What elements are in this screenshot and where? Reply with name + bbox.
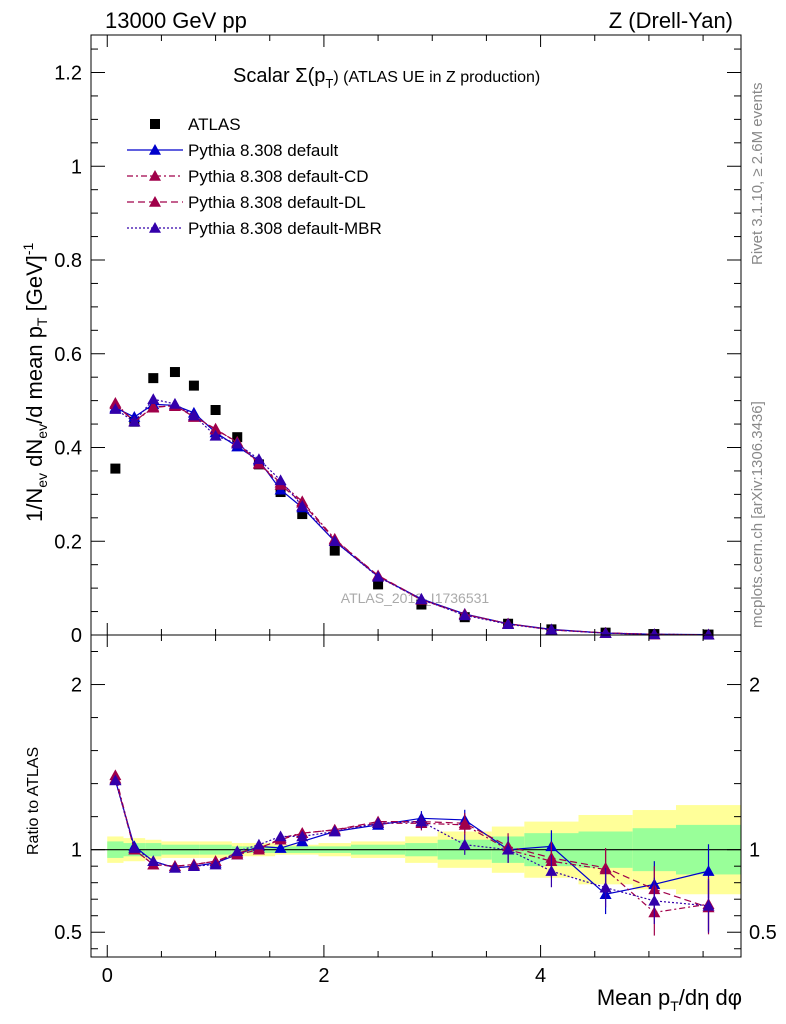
- ratio-y-axis-label: Ratio to ATLAS: [25, 747, 42, 855]
- ratio-point: [415, 815, 428, 827]
- main-series: [109, 367, 715, 640]
- series-point: [328, 535, 341, 547]
- ratio-point: [231, 845, 244, 857]
- series-point: [128, 415, 141, 427]
- series-point: [109, 403, 122, 414]
- ratio-point: [648, 894, 661, 906]
- svg-text:Scalar Σ(pT) (ATLAS UE in Z pr: Scalar Σ(pT) (ATLAS UE in Z production): [233, 65, 540, 91]
- ratio-point: [702, 899, 715, 911]
- ratio-point: [252, 838, 265, 850]
- ratio-series: [109, 769, 715, 936]
- atlas-point: [210, 405, 221, 415]
- x-axis-label: Mean pT/dη dφ: [597, 985, 742, 1014]
- svg-text:1/Nev dNev/d mean pT [GeV]-1: 1/Nev dNev/d mean pT [GeV]-1: [20, 242, 50, 522]
- rivet-label: Rivet 3.1.10, ≥ 2.6M events: [749, 83, 766, 266]
- x-tick-label: 2: [318, 965, 329, 987]
- ratio-point: [599, 861, 612, 873]
- svg-text:Mean pT/dη dφ: Mean pT/dη dφ: [597, 985, 742, 1014]
- ratio-frame: [90, 634, 742, 958]
- series-point: [702, 628, 715, 640]
- series-point: [147, 400, 160, 412]
- ratio-point: [458, 838, 471, 850]
- legend-marker: [149, 196, 161, 207]
- legend-marker: [149, 170, 161, 181]
- legend-label: Pythia 8.308 default-MBR: [188, 219, 382, 238]
- legend-marker: [149, 222, 161, 233]
- y-tick-label: 0: [71, 625, 82, 647]
- atlas-point: [110, 463, 121, 474]
- ratio-point: [168, 861, 181, 873]
- ratio-y-tick-label: 0.5: [54, 922, 82, 944]
- series-point: [231, 437, 244, 449]
- series-point: [415, 593, 428, 605]
- ratio-point: [128, 842, 141, 853]
- ratio-y-tick-label-right: 0.5: [749, 922, 777, 944]
- y-tick-label: 1.2: [54, 63, 82, 85]
- y-axis-label: 1/Nev dNev/d mean pT [GeV]-1: [20, 242, 50, 522]
- series-point: [458, 609, 471, 621]
- series-point: [147, 393, 160, 405]
- ratio-point: [296, 830, 309, 842]
- ratio-point: [274, 830, 287, 842]
- legend-marker: [149, 144, 161, 155]
- mcplots-label: mcplots.cern.ch [arXiv:1306.3436]: [749, 401, 766, 628]
- legend-label: ATLAS: [188, 115, 241, 134]
- series-point: [372, 570, 385, 582]
- energy-label: 13000 GeV pp: [105, 8, 247, 33]
- ratio-y-tick-label: 1: [71, 840, 82, 862]
- legend-label: Pythia 8.308 default: [188, 141, 339, 160]
- chart-title: Scalar Σ(pT) (ATLAS UE in Z production): [233, 65, 540, 91]
- atlas-point: [169, 367, 180, 378]
- ratio-point: [328, 825, 341, 837]
- legend-marker-atlas: [150, 119, 160, 129]
- series-point: [168, 397, 181, 409]
- ratio-y-tick-label-right: 2: [749, 675, 760, 697]
- x-tick-label: 4: [535, 965, 546, 987]
- y-tick-label: 0.2: [54, 531, 82, 553]
- legend-label: Pythia 8.308 default-CD: [188, 167, 369, 186]
- ratio-point: [109, 774, 122, 786]
- series-point: [209, 423, 222, 435]
- ratio-point: [274, 842, 287, 853]
- series-point: [545, 623, 558, 635]
- series-point: [274, 474, 287, 486]
- ratio-point: [502, 843, 515, 855]
- series-point: [648, 628, 661, 640]
- ratio-point: [187, 860, 200, 871]
- axes: 0 2 4 0 0.2 0.4 0.6 0.8 1 1.2 0.5 0.5 1 1 2 2: [54, 35, 777, 987]
- process-label: Z (Drell-Yan): [609, 8, 733, 33]
- atlas-point: [188, 380, 199, 391]
- y-tick-label: 0.6: [54, 344, 82, 366]
- ratio-point: [599, 881, 612, 893]
- series-point: [187, 409, 200, 421]
- atlas-point: [297, 509, 308, 520]
- series-point: [209, 429, 222, 441]
- series-point: [296, 500, 309, 511]
- analysis-label: ATLAS_2019_I1736531: [341, 590, 490, 606]
- ratio-point: [458, 817, 471, 829]
- ratio-point: [545, 865, 558, 876]
- ratio-point: [372, 817, 385, 829]
- ratio-point: [147, 855, 160, 867]
- y-tick-label: 0.8: [54, 250, 82, 272]
- ratio-point: [702, 865, 715, 876]
- series-point: [252, 453, 265, 465]
- legend-label: Pythia 8.308 default-DL: [188, 193, 366, 212]
- ratio-point: [209, 858, 222, 870]
- legend: ATLAS Pythia 8.308 default Pythia 8.308 de…: [127, 115, 382, 238]
- y-tick-label: 1: [71, 156, 82, 178]
- y-tick-label: 0.4: [54, 438, 82, 460]
- ratio-y-tick-label-right: 1: [749, 840, 760, 862]
- ratio-y-tick-label: 2: [71, 675, 82, 697]
- series-point: [502, 618, 515, 630]
- atlas-point: [329, 545, 340, 556]
- atlas-point: [373, 579, 384, 590]
- x-tick-label: 0: [102, 965, 113, 987]
- atlas-point: [148, 373, 159, 384]
